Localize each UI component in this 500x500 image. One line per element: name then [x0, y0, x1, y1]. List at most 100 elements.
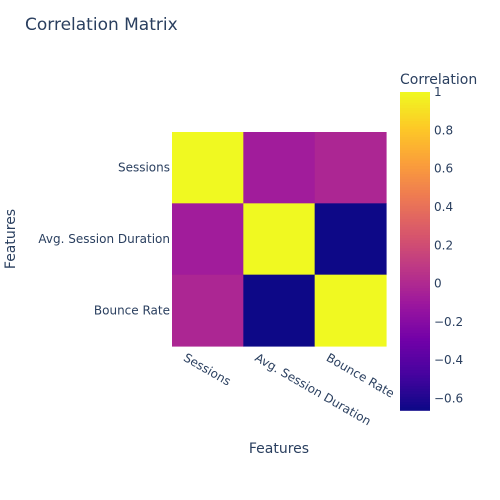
- colorbar-segment: [400, 380, 430, 385]
- x-tick-label: Avg. Session Duration: [252, 350, 373, 428]
- colorbar-segment: [400, 319, 430, 324]
- heatmap-cells: [172, 132, 387, 347]
- colorbar-segment: [400, 102, 430, 107]
- heatmap-cell: [172, 203, 244, 276]
- colorbar-segment: [400, 399, 430, 403]
- colorbar-segment: [400, 330, 430, 334]
- colorbar-segment: [400, 179, 430, 183]
- colorbar-segment: [400, 288, 430, 292]
- colorbar-segment: [400, 152, 430, 157]
- colorbar-segment: [400, 229, 430, 234]
- colorbar-segment: [400, 317, 430, 321]
- colorbar-segment: [400, 351, 430, 356]
- colorbar-tick-label: 0.2: [434, 238, 453, 252]
- colorbar-segment: [400, 232, 430, 236]
- colorbar-segment: [400, 258, 430, 263]
- colorbar-segment: [400, 293, 430, 297]
- colorbar-segment: [400, 375, 430, 379]
- colorbar-segment: [400, 311, 430, 316]
- colorbar-segment: [400, 349, 430, 353]
- colorbar-segment: [400, 208, 430, 213]
- colorbar-segment: [400, 163, 430, 167]
- colorbar-segment: [400, 322, 430, 326]
- colorbar-segment: [400, 139, 430, 144]
- colorbar-segment: [400, 407, 430, 411]
- colorbar-segment: [400, 115, 430, 120]
- x-axis-title: Features: [249, 441, 309, 457]
- colorbar-segment: [400, 137, 430, 141]
- colorbar-segment: [400, 174, 430, 178]
- colorbar-segment: [400, 158, 430, 162]
- colorbar-segment: [400, 145, 430, 149]
- colorbar-segment: [400, 182, 430, 186]
- colorbar-segment: [400, 184, 430, 189]
- colorbar-segment: [400, 362, 430, 366]
- colorbar-segment: [400, 269, 430, 273]
- colorbar-segment: [400, 110, 430, 114]
- colorbar-segment: [400, 341, 430, 345]
- colorbar-tick-label: −0.4: [434, 353, 463, 367]
- colorbar-segment: [400, 245, 430, 250]
- colorbar-segment: [400, 394, 430, 398]
- colorbar-segment: [400, 187, 430, 191]
- colorbar-segment: [400, 192, 430, 197]
- colorbar-segment: [400, 113, 430, 117]
- colorbar-segment: [400, 190, 430, 194]
- heatmap-cell: [243, 274, 316, 347]
- colorbar-segment: [400, 298, 430, 303]
- colorbar-segment: [400, 272, 430, 276]
- colorbar-segment: [400, 372, 430, 377]
- colorbar-segment: [400, 235, 430, 239]
- y-tick-label: Bounce Rate: [94, 303, 170, 317]
- colorbar-segment: [400, 296, 430, 300]
- colorbar-segment: [400, 261, 430, 266]
- colorbar-title: Correlation: [400, 72, 477, 88]
- y-tick-label: Sessions: [118, 161, 170, 175]
- heatmap-cell: [172, 132, 244, 204]
- colorbar-segment: [400, 370, 430, 374]
- colorbar-segment: [400, 107, 430, 112]
- colorbar-segment: [400, 338, 430, 342]
- colorbar-segment: [400, 309, 430, 313]
- colorbar-segment: [400, 346, 430, 350]
- colorbar-segment: [400, 147, 430, 152]
- colorbar-segment: [400, 266, 430, 271]
- colorbar-segment: [400, 280, 430, 284]
- colorbar-segment: [400, 94, 430, 99]
- heatmap-cell: [172, 274, 244, 347]
- colorbar-segment: [400, 123, 430, 128]
- heatmap-cell: [314, 132, 387, 204]
- colorbar-segment: [400, 195, 430, 199]
- colorbar-segment: [400, 92, 430, 96]
- colorbar-segment: [400, 388, 430, 393]
- colorbar-tick-label: 0.4: [434, 200, 453, 214]
- colorbar-segment: [400, 364, 430, 369]
- colorbar-segment: [400, 306, 430, 311]
- colorbar-segment: [400, 150, 430, 154]
- colorbar-segment: [400, 357, 430, 361]
- heatmap-cell: [314, 203, 387, 276]
- colorbar-segment: [400, 264, 430, 268]
- chart-title: Correlation Matrix: [25, 15, 178, 35]
- heatmap-cell: [243, 132, 316, 204]
- colorbar-segment: [400, 290, 430, 295]
- colorbar-segment: [400, 304, 430, 308]
- colorbar-segment: [400, 367, 430, 372]
- colorbar-segment: [400, 237, 430, 242]
- colorbar-segment: [400, 256, 430, 260]
- colorbar-segment: [400, 105, 430, 109]
- heatmap-cell: [243, 203, 316, 276]
- colorbar-segment: [400, 251, 430, 255]
- colorbar-segment: [400, 219, 430, 223]
- colorbar-segment: [400, 155, 430, 160]
- colorbar-tick-label: 0.8: [434, 123, 453, 137]
- colorbar-segment: [400, 166, 430, 170]
- colorbar-segment: [400, 359, 430, 364]
- colorbar-segment: [400, 203, 430, 207]
- colorbar-segment: [400, 396, 430, 401]
- colorbar-segment: [400, 142, 430, 146]
- colorbar-segment: [400, 224, 430, 228]
- colorbar-segment: [400, 277, 430, 281]
